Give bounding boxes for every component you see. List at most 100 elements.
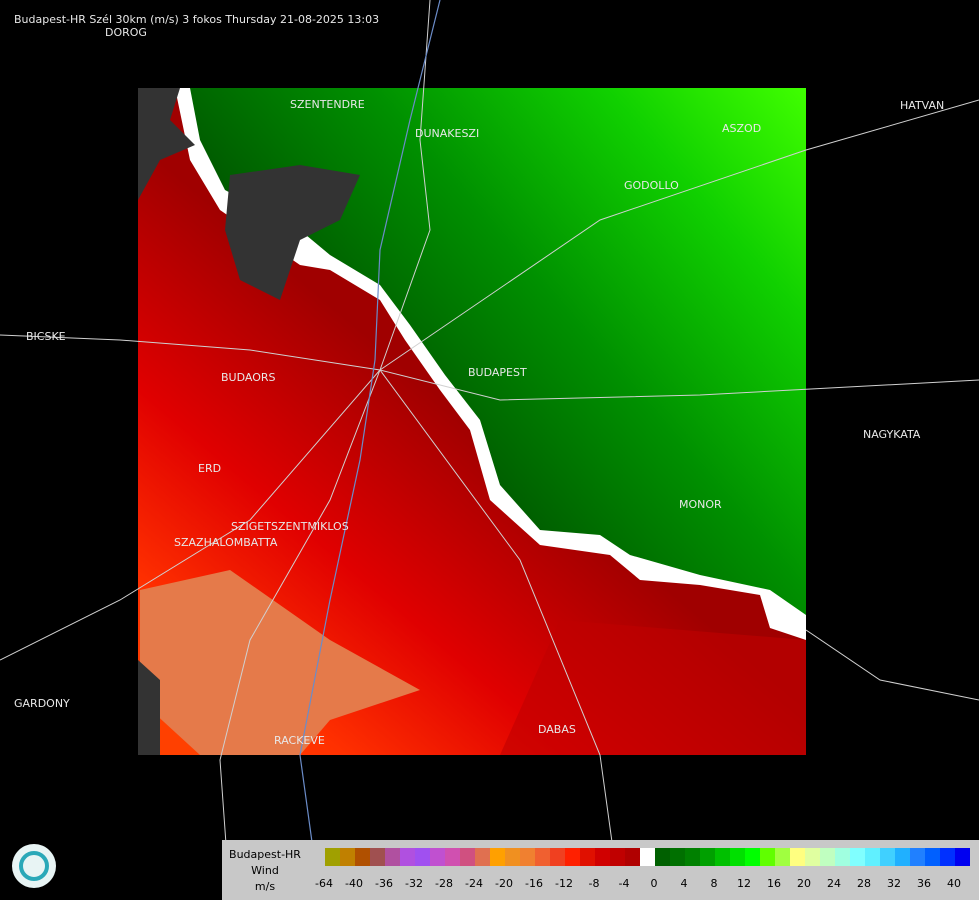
place-label: HATVAN [900,99,944,112]
dark-red-area [500,620,806,755]
place-label: ERD [198,462,221,475]
color-swatch [895,848,910,866]
legend-tick-label: -8 [589,877,600,890]
color-swatch [400,848,415,866]
place-label: MONOR [679,498,722,511]
legend-tick-label: -20 [495,877,513,890]
color-swatch [550,848,565,866]
color-swatch [715,848,730,866]
logo [12,844,56,888]
color-swatch [850,848,865,866]
orange-area [140,570,420,755]
legend-tick-label: 4 [681,877,688,890]
color-swatch [415,848,430,866]
color-swatch [730,848,745,866]
color-swatch [955,848,970,866]
color-swatch [685,848,700,866]
radar-field [138,88,806,755]
swatches [310,848,970,866]
place-label: DUNAKESZI [415,127,479,140]
color-swatch [430,848,445,866]
color-swatch [460,848,475,866]
color-swatch [325,848,340,866]
color-swatch [940,848,955,866]
color-swatch [910,848,925,866]
legend-tick-label: 16 [767,877,781,890]
color-swatch [700,848,715,866]
color-swatch [640,848,655,866]
place-label: NAGYKATA [863,428,921,441]
color-swatch [505,848,520,866]
legend-tick-label: -40 [345,877,363,890]
legend-tick-label: -16 [525,877,543,890]
color-swatch [790,848,805,866]
color-swatch [880,848,895,866]
color-swatch [775,848,790,866]
legend-tick-label: 32 [887,877,901,890]
place-label: ASZOD [722,122,761,135]
legend-tick-label: 0 [651,877,658,890]
legend-tick-label: -32 [405,877,423,890]
place-label: BUDAPEST [468,366,527,379]
legend-tick-label: 36 [917,877,931,890]
place-label: DABAS [538,723,576,736]
color-swatch [580,848,595,866]
color-swatch [835,848,850,866]
color-swatch [490,848,505,866]
color-swatch [820,848,835,866]
color-swatch [385,848,400,866]
color-swatch [445,848,460,866]
green-area [190,88,806,615]
no-data [225,165,360,300]
legend-tick-label: -64 [315,877,333,890]
river [299,0,441,900]
place-label: SZENTENDRE [290,98,365,111]
color-swatch [535,848,550,866]
color-swatch [565,848,580,866]
color-swatch [865,848,880,866]
place-label: SZIGETSZENTMIKLOS [231,520,349,533]
ticks: -64 -40 -36 -32 -28 -24 -20 -16 -12 -8 -4 0 4 8 12 16 20… [315,877,961,890]
legend-tick-label: -24 [465,877,483,890]
color-swatch [520,848,535,866]
legend-tick-label: 24 [827,877,841,890]
color-swatch [805,848,820,866]
color-swatch [925,848,940,866]
color-swatch [355,848,370,866]
legend-tick-label: 12 [737,877,751,890]
place-label: BICSKE [26,330,66,343]
legend-tick-label: -36 [375,877,393,890]
place-label: GODOLLO [624,179,679,192]
legend-tick-label: 28 [857,877,871,890]
color-swatch [670,848,685,866]
legend-tick-label: -4 [619,877,630,890]
color-swatch [340,848,355,866]
legend-tick-label: 20 [797,877,811,890]
legend-tick-label: 8 [711,877,718,890]
legend-unit: m/s [255,880,275,893]
no-data [138,660,160,755]
place-label: RACKEVE [274,734,325,747]
legend: Budapest-HR Wind m/s -64 -40 -36 -32 -28 -24-… [222,840,979,900]
place-label: GARDONY [14,697,70,710]
color-swatch [310,848,325,866]
legend-tick-label: -28 [435,877,453,890]
no-data [138,88,195,200]
legend-title: Budapest-HR [229,848,301,861]
color-swatch [760,848,775,866]
legend-tick-label: 40 [947,877,961,890]
color-swatch [370,848,385,866]
color-swatch [475,848,490,866]
legend-quantity: Wind [251,864,279,877]
place-label: BUDAORS [221,371,276,384]
color-swatch [745,848,760,866]
color-swatch [595,848,610,866]
color-swatch [610,848,625,866]
legend-tick-label: -12 [555,877,573,890]
title: Budapest-HR Szél 30km (m/s) 3 fokos Thur… [14,13,379,26]
place-label: DOROG [105,26,147,39]
color-swatch [655,848,670,866]
color-swatch [625,848,640,866]
